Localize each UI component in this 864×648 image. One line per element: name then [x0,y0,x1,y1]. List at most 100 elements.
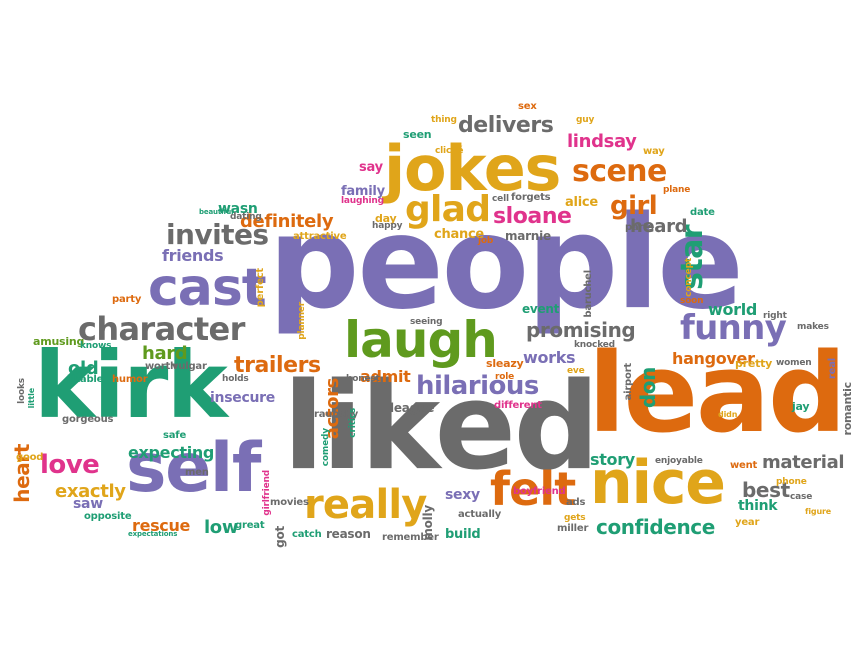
word-good: good [16,452,44,463]
word-family: family [341,184,385,199]
word-looks: looks [17,378,27,404]
word-sloane: sloane [493,204,572,229]
word-parts: parts [625,222,654,233]
word-happy: happy [372,221,403,231]
word-marnie: marnie [505,229,551,243]
word-best: best [742,478,790,502]
word-friends: friends [162,246,224,265]
word-makes: makes [797,322,829,332]
word-works: works [523,348,576,367]
word-humor: humor [112,374,148,385]
word-miller: miller [557,523,589,534]
word-people: people [268,189,744,338]
word-critics: critics [348,408,358,438]
word-say: say [359,160,383,175]
word-catch: catch [292,529,322,540]
word-vulgar: vulgar [172,361,207,372]
word-laughing: laughing [341,196,384,206]
word-actually: actually [458,509,502,520]
word-case: case [790,492,813,502]
word-baruchel: baruchel [583,270,594,318]
word-old: old [68,358,99,379]
word-cell: cell [492,194,509,204]
word-low: low [204,517,239,538]
word-thing: thing [431,115,457,125]
word-seen: seen [403,128,432,141]
word-attractive: attractive [293,231,347,242]
word-material: material [762,452,845,473]
word-worth: worth [145,361,177,372]
word-lindsay: lindsay [567,131,637,152]
word-event: event [522,302,560,316]
word-comedy: comedy [321,428,331,467]
word-girl: girl [610,191,658,221]
word-expectations: expectations [128,530,178,538]
word-sleazy: sleazy [486,357,524,370]
word-opposite: opposite [84,511,132,522]
word-admit: admit [360,367,411,386]
word-figure: figure [805,507,832,516]
word-concept: concept [684,258,694,297]
word-world: world [708,300,758,319]
word-perfect: perfect [255,268,266,308]
word-ads: ads [566,497,586,508]
word-women: women [776,358,812,368]
word-date: date [690,207,715,218]
word-got: got [273,526,287,548]
word-movies: movies [270,497,309,508]
word-funny: funny [680,308,787,348]
word-right: right [763,311,787,321]
word-little: little [27,388,36,409]
word-alice: alice [565,195,598,210]
word-raunchy: raunchy [314,409,359,420]
word-enjoyable: enjoyable [655,456,703,466]
word-expecting: expecting [128,443,215,462]
word-holds: holds [222,374,249,384]
word-safe: safe [163,430,187,441]
word-saw: saw [73,496,103,512]
word-think: think [738,498,778,514]
word-promising: promising [526,318,636,342]
word-guy: guy [576,115,595,125]
word-girlfriend: girlfriend [262,470,272,516]
word-amusing: amusing [33,335,85,348]
word-exactly: exactly [55,481,126,502]
word-rescue: rescue [132,516,191,535]
word-knows: knows [80,341,112,351]
word-nice: nice [590,448,726,518]
word-went: went [730,460,758,471]
word-airport: airport [623,363,634,401]
word-real: real [827,358,838,380]
word-dating: dating [230,212,262,222]
word-jay: jay [792,400,810,413]
word-chance: chance [434,227,484,242]
word-heard: heard [630,216,688,237]
word-way: way [643,146,665,157]
word-character: character [78,310,245,348]
word-wasn: wasn [218,201,258,217]
word-confidence: confidence [596,515,715,539]
word-insecure: insecure [210,390,276,406]
word-didn: didn [718,410,738,419]
word-planner: planner [297,302,307,340]
word-love: love [40,450,100,480]
word-sex: sex [518,101,537,112]
word-men: men [185,467,209,478]
word-hilarious: hilarious [416,371,539,401]
word-role: role [495,372,515,382]
word-plane: plane [663,185,691,195]
word-different: different [494,400,542,411]
word-delivers: delivers [458,113,554,138]
word-definitely: definitely [240,211,334,232]
word-kirk: kirk [34,332,228,439]
word-story: story [590,450,635,469]
word-cast: cast [148,258,267,318]
word-glad: glad [405,189,491,230]
word-seeing: seeing [410,317,443,327]
word-laugh: laugh [344,311,498,369]
word-league: league [390,401,435,415]
word-liked: liked [283,358,600,497]
word-job: job [478,236,494,246]
word-phone: phone [776,477,807,487]
